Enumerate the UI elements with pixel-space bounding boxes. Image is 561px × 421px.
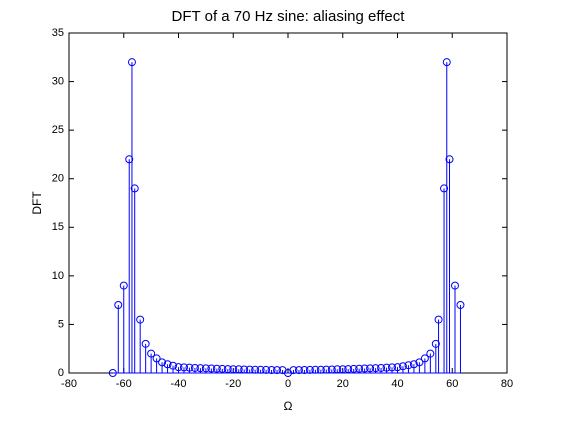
stem-marker (344, 365, 353, 374)
stem-marker (223, 365, 232, 374)
stem-marker (431, 339, 440, 348)
stem-marker (273, 366, 282, 375)
x-tick-label: 0 (285, 378, 291, 390)
stem-marker (322, 365, 331, 374)
stem-marker (245, 365, 254, 374)
y-tick-label: 10 (52, 270, 64, 282)
stem-marker (434, 315, 443, 324)
x-tick-label: 60 (446, 378, 458, 390)
stem-marker (300, 365, 309, 374)
x-tick-label: -20 (225, 378, 241, 390)
stem-marker (174, 363, 183, 372)
stem-marker (212, 364, 221, 373)
y-tick-label: 35 (52, 27, 64, 39)
stem-marker (196, 364, 205, 373)
y-axis-label: DFT (30, 191, 44, 215)
stem-marker (311, 365, 320, 374)
stem-marker (240, 365, 249, 374)
stem-marker (251, 365, 260, 374)
stem-marker (108, 369, 117, 377)
stem-marker (382, 363, 391, 372)
stem-marker (316, 365, 325, 374)
stem-marker (179, 363, 188, 372)
x-tick-label: -40 (171, 378, 187, 390)
stem-marker (158, 358, 167, 367)
stem-marker (267, 365, 276, 374)
stem-marker (119, 281, 128, 290)
stem-marker (415, 358, 424, 367)
x-tick-label: -60 (116, 378, 132, 390)
stem-marker (371, 364, 380, 373)
stem-marker (409, 360, 418, 369)
stem-marker (327, 365, 336, 374)
stem-marker (388, 363, 397, 372)
stem-marker (141, 339, 150, 348)
stem-marker (398, 362, 407, 371)
stem-marker (442, 58, 451, 67)
stem-marker (445, 155, 454, 164)
stem-marker (420, 354, 429, 363)
stem-marker (377, 363, 386, 372)
chart-title: DFT of a 70 Hz sine: aliasing effect (172, 8, 406, 25)
y-tick-label: 30 (52, 75, 64, 87)
stem-marker (426, 349, 435, 358)
x-tick-label: 20 (337, 378, 349, 390)
stem-marker (147, 349, 156, 358)
stem-marker (360, 364, 369, 373)
stem-marker (256, 365, 265, 374)
x-tick-label: 80 (501, 378, 513, 390)
stem-marker (127, 58, 136, 67)
stem-marker (333, 365, 342, 374)
stem-marker (338, 365, 347, 374)
stem-marker (190, 363, 199, 372)
stem-marker (305, 365, 314, 374)
x-axis-label: Ω (284, 399, 293, 413)
stem-marker (130, 184, 139, 193)
stem-marker (163, 360, 172, 369)
y-tick-label: 15 (52, 221, 64, 233)
stem-marker (289, 366, 298, 375)
stem-marker (218, 364, 227, 373)
y-tick-label: 5 (58, 318, 64, 330)
stem-marker (125, 155, 134, 164)
stem-marker (169, 361, 178, 370)
stem-marker (201, 364, 210, 373)
stem-marker (366, 364, 375, 373)
x-tick-label: -80 (61, 378, 77, 390)
stem-marker (456, 301, 465, 309)
stem-marker (404, 361, 413, 370)
stem-marker (349, 364, 358, 373)
stem-marker (450, 281, 459, 290)
stem-marker (234, 365, 243, 374)
stem-marker (152, 354, 161, 363)
stem-marker (393, 363, 402, 372)
y-tick-label: 25 (52, 124, 64, 136)
stem-marker (294, 366, 303, 375)
stem-marker (440, 184, 449, 193)
x-tick-label: 40 (391, 378, 403, 390)
stem-marker (355, 364, 364, 373)
stem-marker (185, 363, 194, 372)
stem-marker (262, 365, 271, 374)
stem-marker (114, 301, 123, 309)
stem-marker (207, 364, 216, 373)
stem-marker (136, 315, 145, 324)
y-tick-label: 0 (58, 367, 64, 379)
y-tick-label: 20 (52, 173, 64, 185)
stem-marker (229, 365, 238, 374)
